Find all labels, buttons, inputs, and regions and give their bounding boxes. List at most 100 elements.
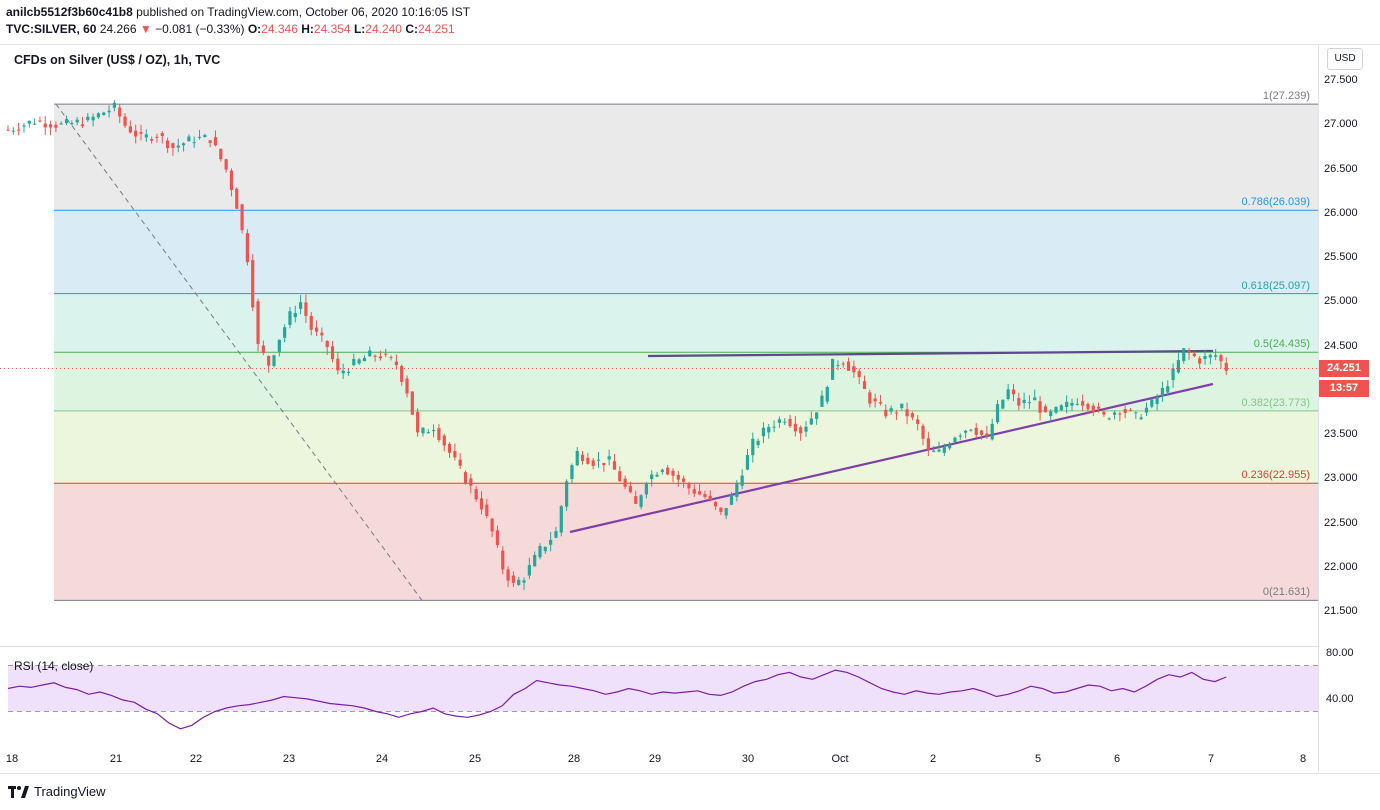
candle-body	[1144, 407, 1149, 413]
candle-body	[123, 116, 127, 126]
candle-body	[836, 364, 840, 366]
candle-body	[921, 425, 925, 439]
candle-body	[713, 501, 718, 507]
candle-body	[1097, 406, 1101, 409]
fib-level-label: 0(21.631)	[1262, 586, 1310, 599]
rsi-pane-divider[interactable]	[0, 646, 1318, 647]
support-trendline	[569, 382, 1214, 534]
candle-body	[341, 370, 345, 374]
high-value: 24.354	[313, 22, 351, 36]
candle-body	[1049, 411, 1053, 417]
candle-body	[1017, 398, 1021, 406]
candle-body	[948, 444, 952, 449]
candle-body	[166, 140, 170, 149]
time-tick-label: 6	[1113, 753, 1121, 765]
ohlc-line: TVC:SILVER, 60 24.266 ▼ −0.081 (−0.33%) …	[6, 22, 455, 36]
tradingview-logo[interactable]: TradingView	[8, 784, 106, 799]
candle-body	[267, 355, 271, 366]
fib-level-label: 0.5(24.435)	[1253, 338, 1310, 351]
candle-body	[458, 459, 462, 466]
candle-body	[687, 483, 691, 489]
candle-body	[538, 545, 542, 558]
candle-body	[299, 302, 303, 309]
time-tick-label: 25	[468, 753, 482, 765]
candle-body	[554, 531, 558, 538]
candle-body	[277, 339, 281, 352]
candle-body	[1011, 389, 1016, 395]
rsi-pane	[7, 665, 1318, 730]
candle-body	[203, 135, 207, 138]
candle-body	[1160, 387, 1165, 397]
candle-body	[421, 427, 425, 434]
candle-body	[1070, 402, 1074, 406]
time-tick-label: 29	[648, 753, 662, 765]
candle-body	[979, 430, 984, 435]
candle-body	[426, 432, 430, 434]
candle-body	[389, 356, 393, 358]
time-tick-label: 7	[1207, 753, 1215, 765]
rsi-legend[interactable]: RSI (14, close)	[14, 659, 94, 673]
chart-legend[interactable]: CFDs on Silver (US$ / OZ), 1h, TVC	[14, 53, 221, 67]
candle-body	[937, 449, 941, 452]
candles	[0, 100, 1318, 590]
candle-body	[256, 301, 260, 344]
candle-body	[1022, 399, 1026, 403]
high-label: H:	[301, 22, 314, 36]
fib-level-label: 1(27.239)	[1262, 90, 1310, 103]
fib-retracement[interactable]	[54, 103, 1318, 601]
currency-button[interactable]: USD	[1327, 48, 1363, 70]
time-tick-label: 5	[1034, 753, 1042, 765]
candle-body	[793, 423, 797, 432]
fib-zone	[54, 483, 1318, 601]
fib-level-label: 0.382(23.773)	[1241, 396, 1311, 409]
candle-body	[1081, 401, 1085, 406]
candle-body	[11, 130, 15, 132]
candle-body	[43, 123, 47, 128]
publisher-username[interactable]: anilcb5512f3b60c41b8	[6, 5, 133, 19]
candle-body	[900, 403, 904, 409]
candle-body	[400, 365, 404, 382]
candle-body	[314, 327, 319, 332]
candle-body	[841, 363, 845, 365]
candle-body	[751, 438, 755, 456]
candle-body	[517, 579, 521, 585]
candle-body	[953, 437, 957, 442]
fib-zone	[54, 410, 1318, 484]
time-tick-label: 28	[567, 753, 581, 765]
candle-body	[831, 358, 835, 380]
candle-body	[463, 472, 468, 484]
candle-body	[432, 430, 436, 432]
candle-body	[22, 125, 26, 127]
candle-body	[75, 119, 79, 123]
candle-body	[878, 402, 883, 404]
candle-body	[272, 355, 276, 366]
candle-body	[1112, 412, 1117, 415]
candle-body	[346, 371, 351, 373]
candle-body	[485, 504, 489, 516]
candle-body	[352, 358, 356, 366]
candle-body	[644, 483, 648, 495]
candle-body	[293, 312, 297, 318]
candle-body	[150, 139, 154, 141]
fib-zone	[54, 104, 1318, 211]
candle-body	[596, 459, 601, 461]
candle-body	[1043, 406, 1047, 413]
candle-body	[1054, 406, 1058, 413]
candle-body	[676, 474, 680, 480]
candle-body	[671, 470, 675, 476]
candle-body	[1006, 389, 1010, 400]
candle-body	[1102, 411, 1106, 415]
trendlines[interactable]	[569, 349, 1214, 534]
candle-body	[889, 408, 893, 412]
candle-body	[942, 447, 946, 453]
candle-body	[607, 456, 611, 460]
candle-body	[974, 427, 978, 435]
candle-body	[995, 404, 1000, 423]
candle-body	[320, 332, 324, 336]
candle-body	[181, 143, 186, 146]
candle-body	[650, 474, 654, 480]
candle-body	[985, 433, 989, 436]
candle-body	[107, 110, 111, 113]
time-tick-label: 21	[109, 753, 123, 765]
